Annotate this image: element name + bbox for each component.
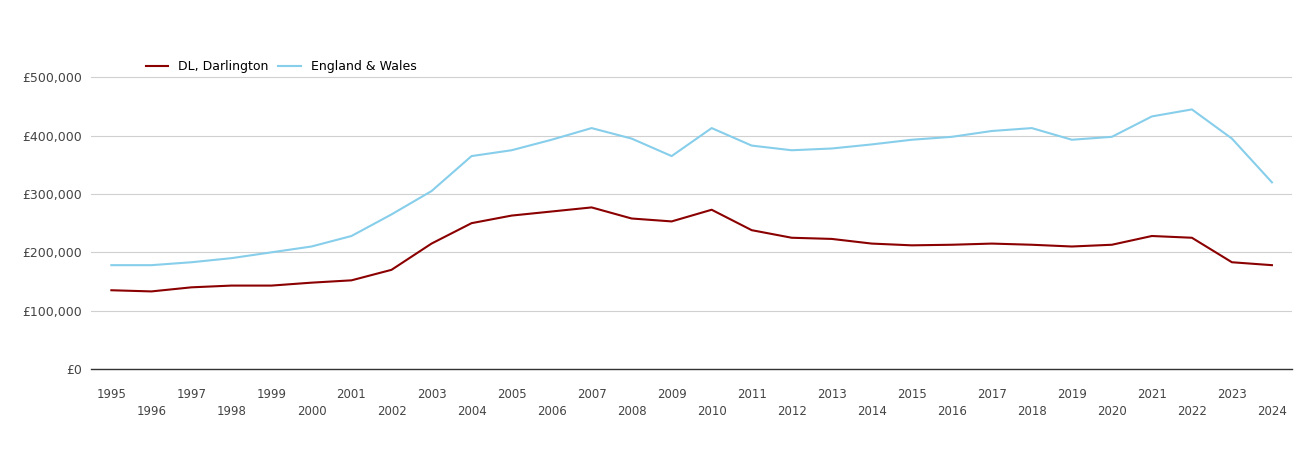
Text: 2015: 2015 <box>897 388 927 401</box>
Text: 1996: 1996 <box>137 405 166 418</box>
England & Wales <box>504 148 519 153</box>
Text: 2023: 2023 <box>1218 388 1246 401</box>
England & Wales <box>1184 107 1199 112</box>
England & Wales <box>1224 136 1240 141</box>
DL, Darlington <box>184 285 200 290</box>
DL, Darlington <box>744 227 760 233</box>
England & Wales <box>544 137 560 143</box>
England & Wales <box>1144 114 1160 119</box>
England & Wales <box>823 146 839 151</box>
England & Wales <box>304 244 320 249</box>
Line: DL, Darlington: DL, Darlington <box>111 207 1272 292</box>
DL, Darlington <box>1224 260 1240 265</box>
England & Wales <box>744 143 760 148</box>
Text: 1995: 1995 <box>97 388 127 401</box>
DL, Darlington <box>1184 235 1199 240</box>
DL, Darlington <box>264 283 279 288</box>
Text: 2020: 2020 <box>1098 405 1126 418</box>
Text: 2007: 2007 <box>577 388 607 401</box>
DL, Darlington <box>944 242 959 248</box>
England & Wales <box>1064 137 1079 143</box>
England & Wales <box>103 262 119 268</box>
Text: 2001: 2001 <box>337 388 367 401</box>
Legend: DL, Darlington, England & Wales: DL, Darlington, England & Wales <box>146 60 416 73</box>
England & Wales <box>703 126 719 131</box>
Text: 2016: 2016 <box>937 405 967 418</box>
DL, Darlington <box>1265 262 1280 268</box>
England & Wales <box>384 212 399 217</box>
DL, Darlington <box>1144 233 1160 238</box>
England & Wales <box>904 137 920 143</box>
Text: 2019: 2019 <box>1057 388 1087 401</box>
England & Wales <box>664 153 680 159</box>
Text: 2014: 2014 <box>857 405 886 418</box>
England & Wales <box>264 250 279 255</box>
DL, Darlington <box>1064 244 1079 249</box>
DL, Darlington <box>664 219 680 224</box>
Text: 2002: 2002 <box>377 405 406 418</box>
England & Wales <box>223 256 239 261</box>
Text: 2011: 2011 <box>737 388 766 401</box>
Text: 2010: 2010 <box>697 405 727 418</box>
England & Wales <box>1104 134 1120 140</box>
England & Wales <box>184 260 200 265</box>
England & Wales <box>784 148 800 153</box>
DL, Darlington <box>384 267 399 273</box>
England & Wales <box>624 136 639 141</box>
DL, Darlington <box>103 288 119 293</box>
Text: 1999: 1999 <box>257 388 286 401</box>
DL, Darlington <box>864 241 880 246</box>
DL, Darlington <box>823 236 839 242</box>
DL, Darlington <box>424 241 440 246</box>
Text: 2024: 2024 <box>1257 405 1287 418</box>
England & Wales <box>424 189 440 194</box>
DL, Darlington <box>984 241 1000 246</box>
DL, Darlington <box>583 205 599 210</box>
Text: 2006: 2006 <box>536 405 566 418</box>
Text: 2012: 2012 <box>776 405 806 418</box>
Text: 2004: 2004 <box>457 405 487 418</box>
England & Wales <box>944 134 959 140</box>
Text: 2022: 2022 <box>1177 405 1207 418</box>
DL, Darlington <box>904 243 920 248</box>
Line: England & Wales: England & Wales <box>111 109 1272 265</box>
DL, Darlington <box>144 289 159 294</box>
DL, Darlington <box>343 278 359 283</box>
DL, Darlington <box>544 209 560 214</box>
DL, Darlington <box>703 207 719 212</box>
England & Wales <box>343 233 359 238</box>
Text: 2009: 2009 <box>656 388 686 401</box>
DL, Darlington <box>784 235 800 240</box>
Text: 2018: 2018 <box>1017 405 1047 418</box>
DL, Darlington <box>1024 242 1040 248</box>
DL, Darlington <box>463 220 479 226</box>
England & Wales <box>583 126 599 131</box>
England & Wales <box>144 262 159 268</box>
England & Wales <box>1024 126 1040 131</box>
DL, Darlington <box>1104 242 1120 248</box>
England & Wales <box>1265 180 1280 185</box>
Text: 2013: 2013 <box>817 388 847 401</box>
England & Wales <box>463 153 479 159</box>
England & Wales <box>984 128 1000 134</box>
Text: 2005: 2005 <box>497 388 526 401</box>
Text: 2021: 2021 <box>1137 388 1167 401</box>
Text: 2003: 2003 <box>416 388 446 401</box>
DL, Darlington <box>304 280 320 285</box>
Text: 2008: 2008 <box>617 405 646 418</box>
Text: 2000: 2000 <box>296 405 326 418</box>
England & Wales <box>864 142 880 147</box>
DL, Darlington <box>504 213 519 218</box>
Text: 1997: 1997 <box>176 388 206 401</box>
Text: 1998: 1998 <box>217 405 247 418</box>
Text: 2017: 2017 <box>977 388 1006 401</box>
DL, Darlington <box>624 216 639 221</box>
DL, Darlington <box>223 283 239 288</box>
